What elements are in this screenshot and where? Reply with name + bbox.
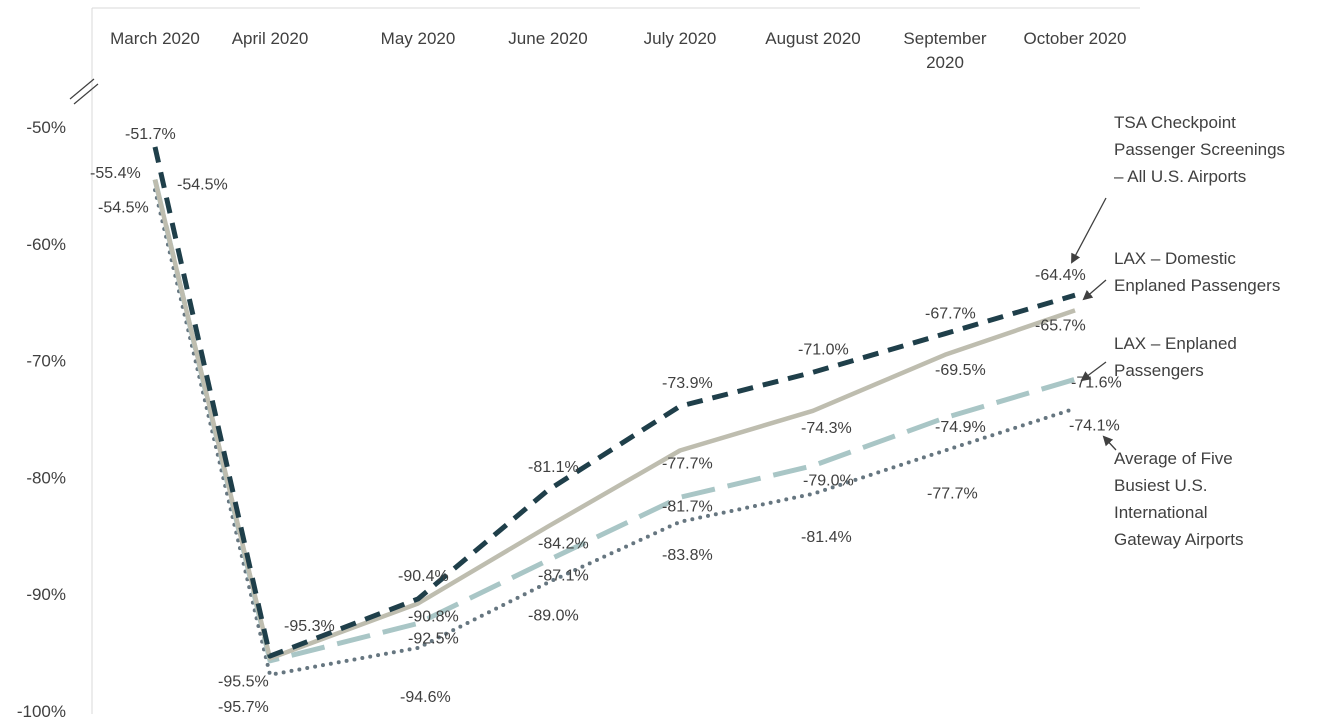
y-tick-label: -70% [26, 352, 66, 371]
series-line-4 [153, 188, 1077, 677]
legend-arrow [1080, 361, 1107, 382]
legend-entry-3: LAX – Enplaned Passengers [1080, 334, 1237, 382]
data-label: -73.9% [662, 375, 713, 392]
data-label: -65.7% [1035, 317, 1086, 334]
data-label: -77.7% [927, 486, 978, 503]
data-labels: -51.7% -95.3% -90.4% -81.1% -73.9% -71.0% -67.… [90, 126, 1122, 716]
y-tick-labels: -50% -60% -70% -80% -90% -100% [17, 118, 66, 721]
data-label: -79.0% [803, 473, 854, 490]
legend-label: TSA Checkpoint Passenger Screenings – All … [1114, 113, 1285, 186]
data-label: -89.0% [528, 608, 579, 625]
data-label: -54.5% [177, 177, 228, 194]
x-tick-label: June 2020 [508, 29, 587, 48]
data-label: -55.4% [90, 165, 141, 182]
x-tick-label: August 2020 [765, 29, 860, 48]
x-tick-label: July 2020 [644, 29, 717, 48]
x-tick-label: April 2020 [232, 29, 309, 48]
data-label: -90.8% [408, 609, 459, 626]
x-tick-labels: March 2020 April 2020 May 2020 June 2020 Jul… [110, 29, 1126, 72]
data-label: -90.4% [398, 568, 449, 585]
series-line-3 [152, 179, 1076, 664]
data-label: -94.6% [400, 689, 451, 706]
axis-break-marker [69, 78, 99, 105]
series-line-1 [152, 146, 1076, 659]
data-label: -51.7% [125, 126, 176, 143]
legend-arrow [1071, 197, 1107, 264]
y-tick-label: -100% [17, 702, 66, 721]
x-tick-label: March 2020 [110, 29, 200, 48]
data-label: -81.4% [801, 529, 852, 546]
x-tick-label: May 2020 [381, 29, 456, 48]
data-label: -74.9% [935, 419, 986, 436]
legend-label: LAX – Domestic Enplaned Passengers [1114, 249, 1280, 295]
x-tick-label: September 2020 [903, 29, 986, 72]
x-tick-label: October 2020 [1023, 29, 1126, 48]
legend-label: LAX – Enplaned Passengers [1114, 334, 1237, 380]
data-label: -81.1% [528, 459, 579, 476]
data-label: -67.7% [925, 306, 976, 323]
data-label: -95.5% [218, 673, 269, 690]
legend-arrow [1082, 279, 1107, 301]
y-tick-label: -80% [26, 468, 66, 487]
legend-arrow [1102, 435, 1117, 451]
y-tick-label: -60% [26, 235, 66, 254]
data-label: -81.7% [662, 498, 713, 515]
legend-entry-4: Average of Five Busiest U.S. International… [1102, 435, 1243, 549]
legend-label: Average of Five Busiest U.S. International… [1114, 449, 1243, 549]
data-label: -95.3% [284, 618, 335, 635]
y-tick-label: -50% [26, 118, 66, 137]
data-label: -74.1% [1069, 417, 1120, 434]
data-label: -87.1% [538, 567, 589, 584]
data-label: -64.4% [1035, 267, 1086, 284]
data-label: -77.7% [662, 456, 713, 473]
legend-entry-1: TSA Checkpoint Passenger Screenings – All … [1071, 113, 1285, 264]
series-line-2 [152, 179, 1076, 661]
legend-entry-2: LAX – Domestic Enplaned Passengers [1082, 249, 1280, 301]
data-label: -83.8% [662, 547, 713, 564]
series-lines [152, 146, 1077, 677]
data-label: -69.5% [935, 362, 986, 379]
data-label: -54.5% [98, 200, 149, 217]
data-label: -95.7% [218, 699, 269, 716]
data-label: -84.2% [538, 535, 589, 552]
legend: TSA Checkpoint Passenger Screenings – All … [1071, 113, 1285, 549]
data-label: -71.0% [798, 341, 849, 358]
y-tick-label: -90% [26, 585, 66, 604]
data-label: -74.3% [801, 420, 852, 437]
data-label: -92.5% [408, 630, 459, 647]
